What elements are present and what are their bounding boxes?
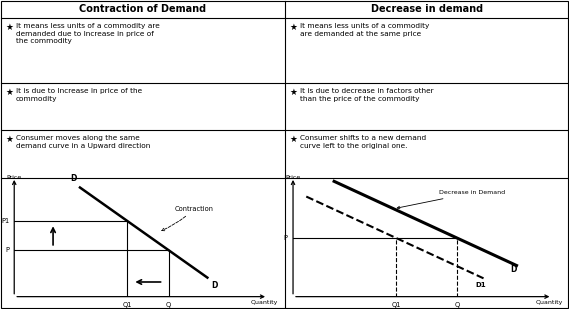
Text: P: P bbox=[284, 235, 288, 241]
Text: It is due to Increase in price of the
commodity: It is due to Increase in price of the co… bbox=[16, 88, 142, 102]
Text: Decrease in demand: Decrease in demand bbox=[371, 4, 483, 14]
Text: P1: P1 bbox=[1, 218, 9, 224]
Text: Q: Q bbox=[455, 302, 460, 307]
Text: Quantity: Quantity bbox=[535, 300, 563, 305]
Text: Contraction of Demand: Contraction of Demand bbox=[80, 4, 207, 14]
Text: It means less units of a commodity
are demanded at the same price: It means less units of a commodity are d… bbox=[300, 23, 430, 37]
Text: Decrease in Demand: Decrease in Demand bbox=[397, 190, 505, 209]
Text: ★: ★ bbox=[5, 23, 13, 32]
Text: It is due to decrease in factors other
than the price of the commodity: It is due to decrease in factors other t… bbox=[300, 88, 434, 102]
Text: Quantity: Quantity bbox=[251, 300, 278, 305]
Text: Price: Price bbox=[285, 175, 300, 180]
Text: It means less units of a commodity are
demanded due to Increase in price of
the : It means less units of a commodity are d… bbox=[16, 23, 160, 44]
Text: D: D bbox=[211, 281, 217, 290]
Text: ★: ★ bbox=[5, 135, 13, 144]
Text: P: P bbox=[5, 247, 9, 253]
Text: ★: ★ bbox=[289, 88, 297, 97]
Text: ★: ★ bbox=[5, 88, 13, 97]
Text: D: D bbox=[510, 265, 517, 274]
Text: Price: Price bbox=[6, 175, 22, 180]
Text: Consumer moves along the same
demand curve in a Upward direction: Consumer moves along the same demand cur… bbox=[16, 135, 150, 149]
Text: Q1: Q1 bbox=[122, 302, 132, 307]
Text: ★: ★ bbox=[289, 135, 297, 144]
Text: Q: Q bbox=[166, 302, 171, 307]
Text: D: D bbox=[71, 174, 77, 183]
Text: Q1: Q1 bbox=[391, 302, 401, 307]
Text: Contraction: Contraction bbox=[162, 206, 214, 231]
Text: ★: ★ bbox=[289, 23, 297, 32]
Text: D1: D1 bbox=[476, 282, 486, 288]
Text: Consumer shifts to a new demand
curve left to the original one.: Consumer shifts to a new demand curve le… bbox=[300, 135, 426, 149]
